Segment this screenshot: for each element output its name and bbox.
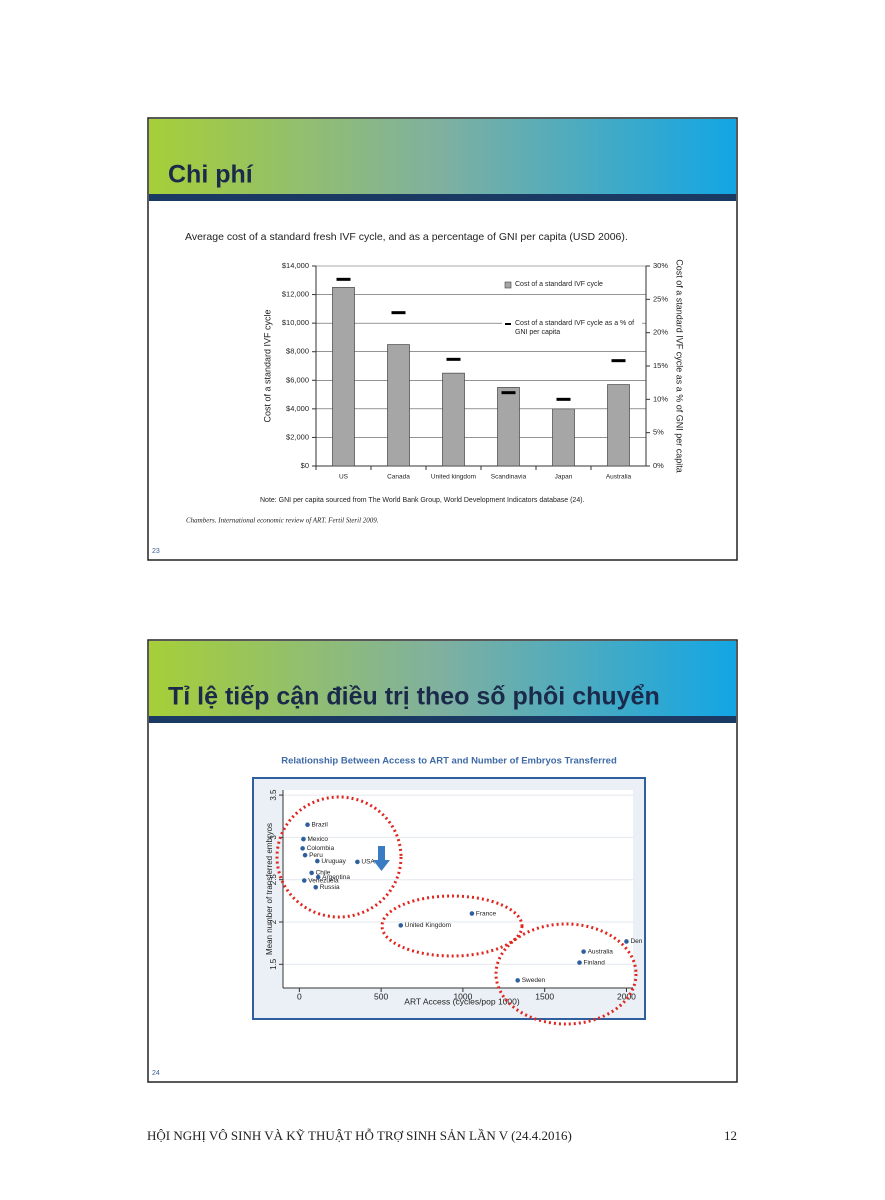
point-label: Russia	[320, 884, 340, 891]
y-tick-label: $0	[301, 461, 309, 470]
point	[301, 836, 306, 842]
slide-header	[149, 119, 736, 194]
bar	[387, 344, 410, 467]
y-tick-label: $10,000	[282, 318, 309, 327]
chart-title: Average cost of a standard fresh IVF cyc…	[185, 231, 628, 243]
highlight-ellipse	[494, 922, 638, 1026]
point-label: Mexico	[307, 836, 328, 843]
y-tick-label: $12,000	[282, 290, 309, 299]
slide-title: Chi phí	[168, 161, 254, 189]
point-label: Uruguay	[321, 858, 346, 865]
point-label: Brazil	[312, 821, 329, 828]
y-tick-label: 3.5	[269, 789, 278, 801]
legend-item: Cost of a standard IVF cycle	[515, 281, 603, 288]
y-tick-label: $4,000	[286, 404, 309, 413]
bar	[332, 287, 355, 467]
bar	[607, 384, 630, 467]
x-tick-label: 500	[374, 991, 388, 1001]
slide-title: Tỉ lệ tiếp cận điều trị theo số phôi chu…	[168, 683, 660, 711]
citation: Chambers. International economic review …	[186, 517, 379, 525]
slide-number: 24	[152, 1070, 160, 1077]
legend-swatch	[504, 281, 512, 289]
point	[301, 878, 307, 883]
highlight-ellipse	[380, 894, 524, 958]
point-label: Peru	[309, 852, 323, 859]
slide-number: 23	[152, 548, 160, 555]
footer-text: HỘI NGHỊ VÔ SINH VÀ KỸ THUẬT HỖ TRỢ SINH…	[147, 1128, 572, 1143]
point-label: Australia	[588, 948, 614, 955]
bar	[442, 372, 465, 467]
point-label: Den	[630, 938, 642, 945]
slide-header	[149, 641, 736, 716]
x-tick-label: 1000	[453, 991, 472, 1001]
point	[302, 852, 308, 858]
point	[577, 960, 582, 965]
point	[624, 939, 629, 944]
y-tick-label: 1.5	[269, 958, 278, 970]
legend-label: Cost of a standard IVF cycle	[515, 281, 603, 288]
point	[313, 885, 319, 890]
y-tick-label: $8,000	[286, 347, 309, 356]
y-axis-label: Mean number of transferred embryos	[265, 823, 274, 955]
legend-item: Cost of a standard IVF cycle as a % of G…	[515, 320, 635, 336]
y-tick-label: $14,000	[282, 261, 309, 270]
chart-title: Relationship Between Access to ART and N…	[281, 756, 617, 767]
point	[398, 923, 404, 928]
point	[315, 874, 321, 880]
y-tick-label: 2.5	[269, 874, 278, 886]
y2-tick-label: 5%	[653, 428, 664, 437]
point-label: United Kingdom	[405, 922, 451, 929]
arrow	[373, 846, 390, 871]
x-tick-label: 1500	[535, 991, 554, 1001]
legend-bg	[502, 279, 642, 291]
bar	[552, 408, 575, 467]
y-tick-label: $2,000	[286, 432, 309, 441]
y2-tick-label: 30%	[653, 261, 668, 270]
point	[515, 978, 520, 983]
y-tick-label: $6,000	[286, 375, 309, 384]
point	[309, 870, 314, 876]
point-label: Chile	[316, 870, 331, 877]
y2-tick-label: 15%	[653, 361, 668, 370]
point	[315, 858, 320, 864]
y2-axis-label: Cost of a standard IVF cycle as a % of G…	[675, 259, 685, 473]
point-label: Finland	[584, 959, 606, 966]
point-label: Venezuela	[308, 877, 339, 884]
x-tick-label: 2000	[617, 991, 636, 1001]
x-tick-label: 0	[297, 991, 302, 1001]
x-tick-label: Japan	[555, 474, 573, 481]
y-tick-label: 2	[269, 919, 278, 924]
point-label: Sweden	[522, 977, 546, 984]
point-label: Argentina	[322, 874, 350, 881]
header-bar	[149, 194, 736, 201]
legend-bg	[502, 318, 642, 342]
footer-page: 12	[724, 1128, 737, 1143]
point	[355, 859, 360, 865]
point-label: France	[476, 910, 497, 917]
legend-label: Cost of a standard IVF cycle as a % of G…	[515, 320, 635, 336]
y-axis-label: Cost of a standard IVF cycle	[262, 309, 272, 422]
highlight-ellipse	[275, 795, 403, 919]
point-label: USA	[361, 859, 375, 866]
y-tick-label: 3	[269, 835, 278, 840]
x-tick-label: Australia	[606, 474, 632, 481]
x-tick-label: Canada	[387, 474, 410, 481]
x-tick-label: United kingdom	[431, 474, 476, 481]
header-bar	[149, 716, 736, 723]
point-label: Colombia	[307, 845, 335, 852]
y2-tick-label: 25%	[653, 294, 668, 303]
point	[469, 911, 475, 916]
y2-tick-label: 10%	[653, 394, 668, 403]
y2-tick-label: 0%	[653, 461, 664, 470]
bar	[497, 387, 520, 467]
x-axis-label: ART Access (cycles/pop 1000)	[404, 996, 520, 1006]
y2-tick-label: 20%	[653, 328, 668, 337]
x-tick-label: US	[339, 474, 349, 481]
note: Note: GNI per capita sourced from The Wo…	[260, 497, 585, 504]
x-tick-label: Scandinavia	[491, 474, 527, 481]
point	[305, 822, 310, 827]
point	[581, 949, 586, 954]
point	[300, 846, 305, 851]
